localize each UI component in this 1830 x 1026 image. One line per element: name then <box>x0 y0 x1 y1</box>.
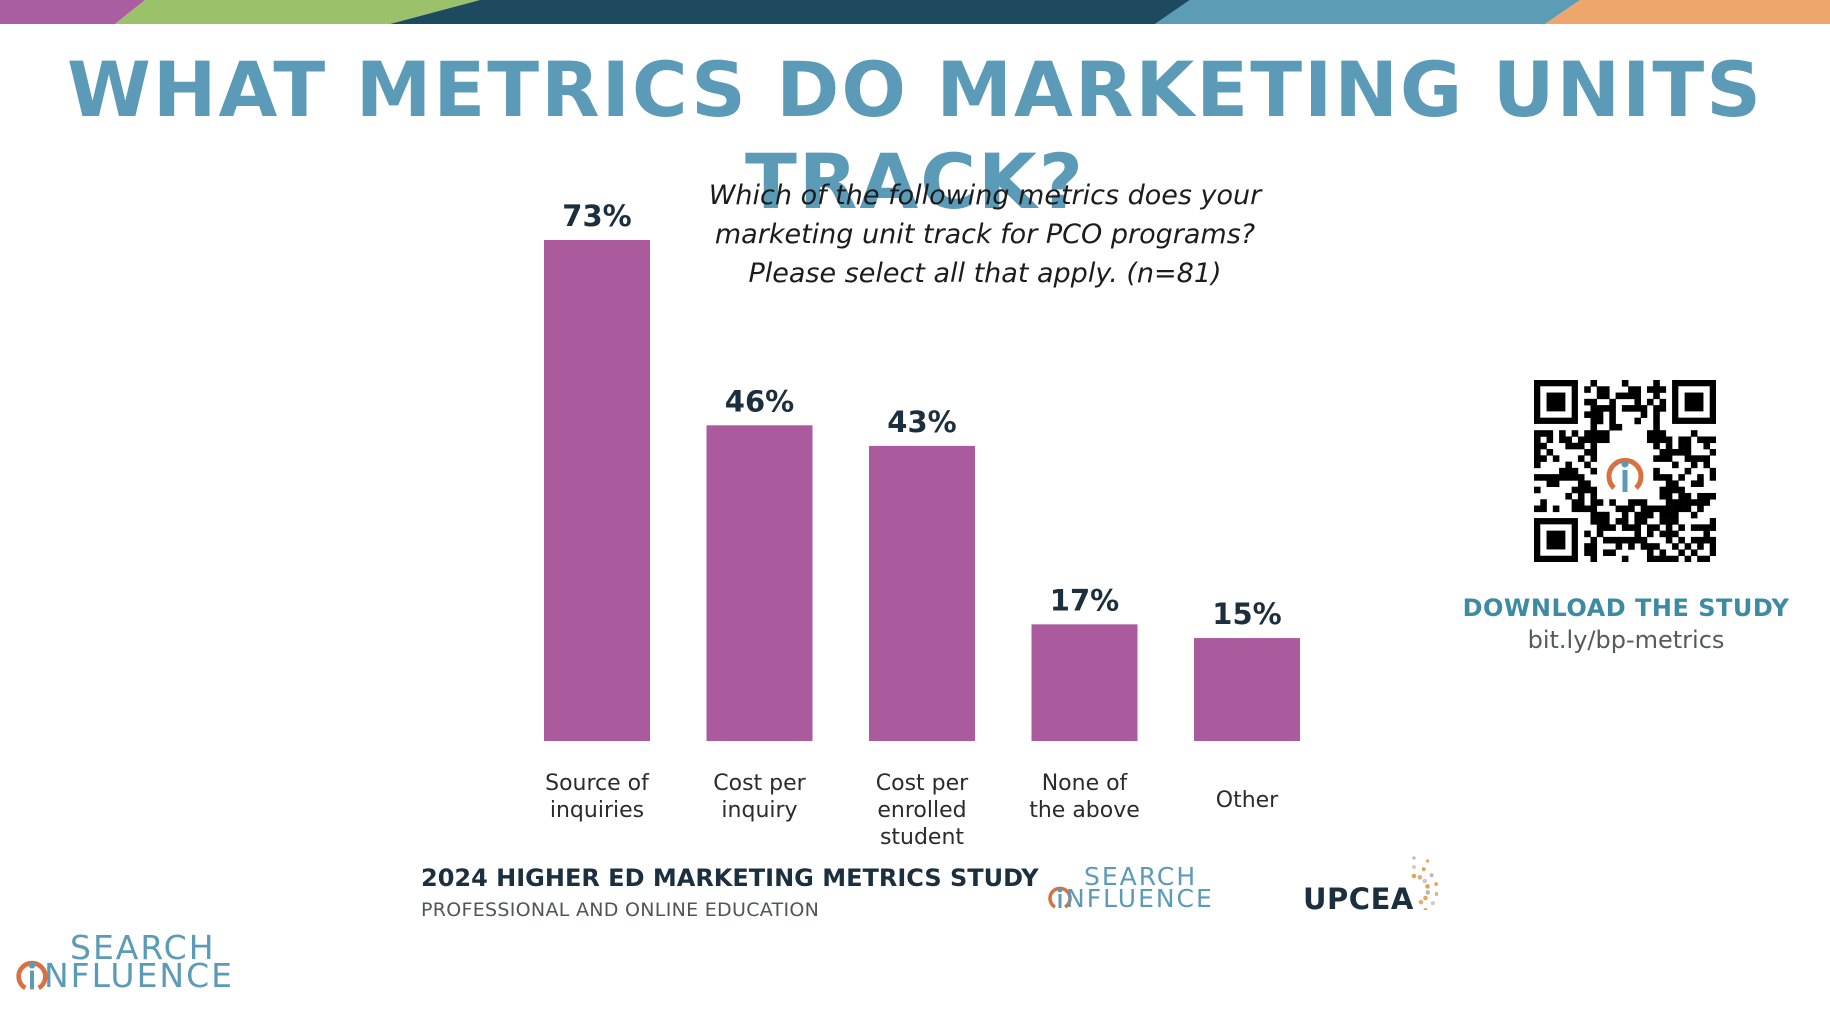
category-label: inquiry <box>721 798 797 823</box>
bar <box>1194 638 1300 741</box>
category-label: None of <box>1042 771 1129 796</box>
upcea-logo-text: UPCEA <box>1303 882 1414 916</box>
bar <box>1031 624 1138 741</box>
search-influence-i-icon <box>1048 886 1072 909</box>
upcea-dots-icon <box>1411 856 1438 910</box>
bar-value-label: 46% <box>725 384 794 418</box>
top-color-band <box>0 0 1830 24</box>
bar <box>869 445 975 741</box>
download-study-title: DOWNLOAD THE STUDY <box>1462 594 1790 622</box>
bar-value-label: 73% <box>562 199 631 233</box>
question-line: marketing unit track for PCO programs? <box>714 219 1256 250</box>
category-label: the above <box>1029 798 1140 823</box>
bar-value-label: 43% <box>887 405 956 439</box>
bar-value-label: 15% <box>1212 597 1281 631</box>
category-label: Cost per <box>876 771 969 796</box>
category-label: student <box>880 825 964 850</box>
category-label: enrolled <box>877 798 966 823</box>
category-label: Source of <box>545 771 650 796</box>
page-title: WHAT METRICS DO MARKETING UNITS TRACK? <box>67 45 1763 226</box>
survey-question: Which of the following metrics does your… <box>690 176 1280 293</box>
category-label: Cost per <box>713 771 806 796</box>
bar <box>544 240 650 741</box>
search-influence-logo-line1: SEARCH <box>70 928 216 967</box>
study-subtitle: PROFESSIONAL AND ONLINE EDUCATION <box>421 899 820 921</box>
download-study-link[interactable]: bit.ly/bp-metrics <box>1527 626 1725 654</box>
search-influence-logo-line2: NFLUENCE <box>1066 884 1214 913</box>
question-line: Which of the following metrics does your <box>708 180 1262 211</box>
bar <box>706 425 813 741</box>
category-label: Other <box>1216 788 1279 813</box>
search-influence-logo-line2: NFLUENCE <box>44 956 234 995</box>
study-title: 2024 HIGHER ED MARKETING METRICS STUDY <box>421 864 1039 892</box>
qr-code-icon[interactable] <box>1534 380 1716 562</box>
search-influence-logo-line1: SEARCH <box>1084 862 1198 891</box>
question-line: Please select all that apply. (n=81) <box>748 258 1222 289</box>
search-influence-i-icon <box>16 960 48 991</box>
bar-value-label: 17% <box>1050 583 1119 617</box>
category-label: inquiries <box>550 798 644 823</box>
